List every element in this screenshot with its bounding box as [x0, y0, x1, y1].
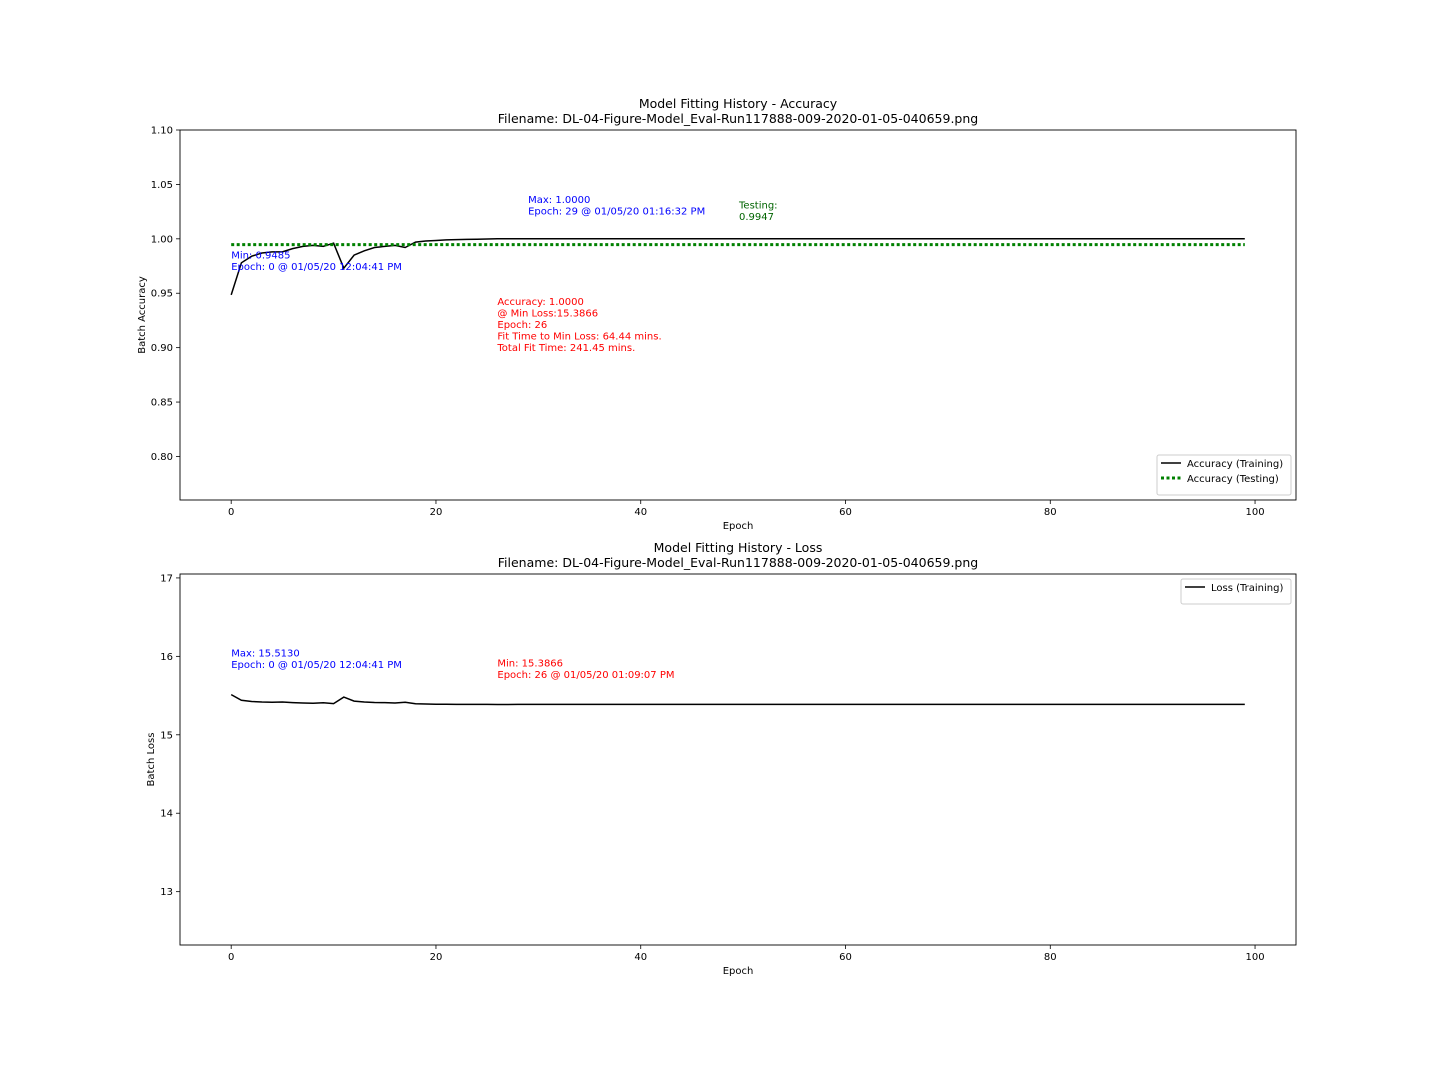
x-tick-label: 20 — [430, 952, 443, 963]
y-tick-label: 17 — [160, 573, 173, 584]
legend-box — [1180, 578, 1292, 605]
annotation-line: Accuracy: 1.0000 — [497, 297, 583, 308]
x-axis-label: Epoch — [723, 966, 754, 977]
legend-label: Accuracy (Testing) — [1187, 474, 1279, 485]
annotation-line: Total Fit Time: 241.45 mins. — [496, 343, 635, 354]
y-tick-label: 16 — [160, 652, 173, 663]
legend-box — [1156, 454, 1292, 496]
annotation-1: Testing: 0.9947 — [738, 200, 778, 223]
y-tick-label: 14 — [160, 809, 173, 820]
annotation-2: Min: 0.9485 Epoch: 0 @ 01/05/20 12:04:41 … — [231, 250, 402, 273]
annotation-line: Max: 15.5130 — [231, 648, 300, 659]
x-tick-label: 40 — [634, 952, 647, 963]
annotation-line: Fit Time to Min Loss: 64.44 mins. — [497, 332, 661, 343]
y-tick-label: 1.00 — [151, 234, 173, 245]
annotation-line: @ Min Loss:15.3866 — [497, 309, 598, 320]
x-tick-label: 80 — [1044, 952, 1057, 963]
chart-subtitle: Filename: DL-04-Figure-Model_Eval-Run117… — [498, 555, 978, 570]
y-tick-label: 15 — [160, 730, 173, 741]
y-tick-label: 13 — [160, 887, 173, 898]
x-tick-label: 40 — [634, 507, 647, 518]
legend: Loss (Training) — [1180, 578, 1292, 605]
y-tick-label: 1.05 — [151, 180, 173, 191]
y-axis-label: Batch Loss — [146, 733, 157, 787]
x-tick-label: 60 — [839, 507, 852, 518]
annotation-line: Epoch: 0 @ 01/05/20 12:04:41 PM — [231, 262, 402, 273]
legend-label: Accuracy (Training) — [1187, 459, 1283, 470]
chart-subtitle: Filename: DL-04-Figure-Model_Eval-Run117… — [498, 111, 978, 126]
annotation-0: Max: 15.5130 Epoch: 0 @ 01/05/20 12:04:41… — [231, 648, 402, 671]
x-axis-label: Epoch — [723, 521, 754, 532]
x-tick-label: 20 — [430, 507, 443, 518]
plot-area — [179, 129, 1297, 501]
chart-title: Model Fitting History - Loss — [654, 540, 823, 555]
legend-label: Loss (Training) — [1211, 583, 1283, 594]
annotation-line: Epoch: 0 @ 01/05/20 12:04:41 PM — [231, 660, 402, 671]
x-tick-label: 0 — [228, 507, 234, 518]
annotation-line: Min: 15.3866 — [497, 659, 563, 670]
y-tick-label: 0.90 — [151, 343, 173, 354]
series-line-0 — [230, 238, 1245, 296]
y-tick-label: 0.85 — [151, 398, 173, 409]
annotation-0: Max: 1.0000 Epoch: 29 @ 01/05/20 01:16:32… — [528, 195, 705, 218]
annotation-3: Accuracy: 1.0000 @ Min Loss:15.3866 Epoch:… — [496, 297, 661, 354]
chart-panel-0: Model Fitting History - AccuracyFilename… — [137, 96, 1297, 532]
x-tick-label: 100 — [1245, 952, 1264, 963]
annotation-line: 0.9947 — [739, 212, 774, 223]
annotation-line: Epoch: 29 @ 01/05/20 01:16:32 PM — [528, 206, 705, 217]
y-tick-label: 0.80 — [151, 452, 173, 463]
annotation-line: Min: 0.9485 — [231, 250, 290, 261]
annotation-1: Min: 15.3866 Epoch: 26 @ 01/05/20 01:09:0… — [497, 659, 674, 682]
x-tick-label: 80 — [1044, 507, 1057, 518]
annotation-line: Epoch: 26 @ 01/05/20 01:09:07 PM — [497, 670, 674, 681]
chart-title: Model Fitting History - Accuracy — [639, 96, 838, 111]
x-tick-label: 100 — [1245, 507, 1264, 518]
x-tick-label: 60 — [839, 952, 852, 963]
plot-area — [179, 573, 1297, 946]
series-line-0 — [230, 693, 1245, 706]
annotation-line: Epoch: 26 — [497, 320, 547, 331]
x-tick-label: 0 — [228, 952, 234, 963]
y-tick-label: 0.95 — [151, 289, 173, 300]
y-tick-label: 1.10 — [151, 126, 173, 137]
y-axis-label: Batch Accuracy — [137, 276, 148, 354]
annotation-line: Max: 1.0000 — [528, 195, 590, 206]
legend: Accuracy (Training) Accuracy (Testing) — [1156, 454, 1292, 496]
annotation-line: Testing: — [738, 200, 778, 211]
